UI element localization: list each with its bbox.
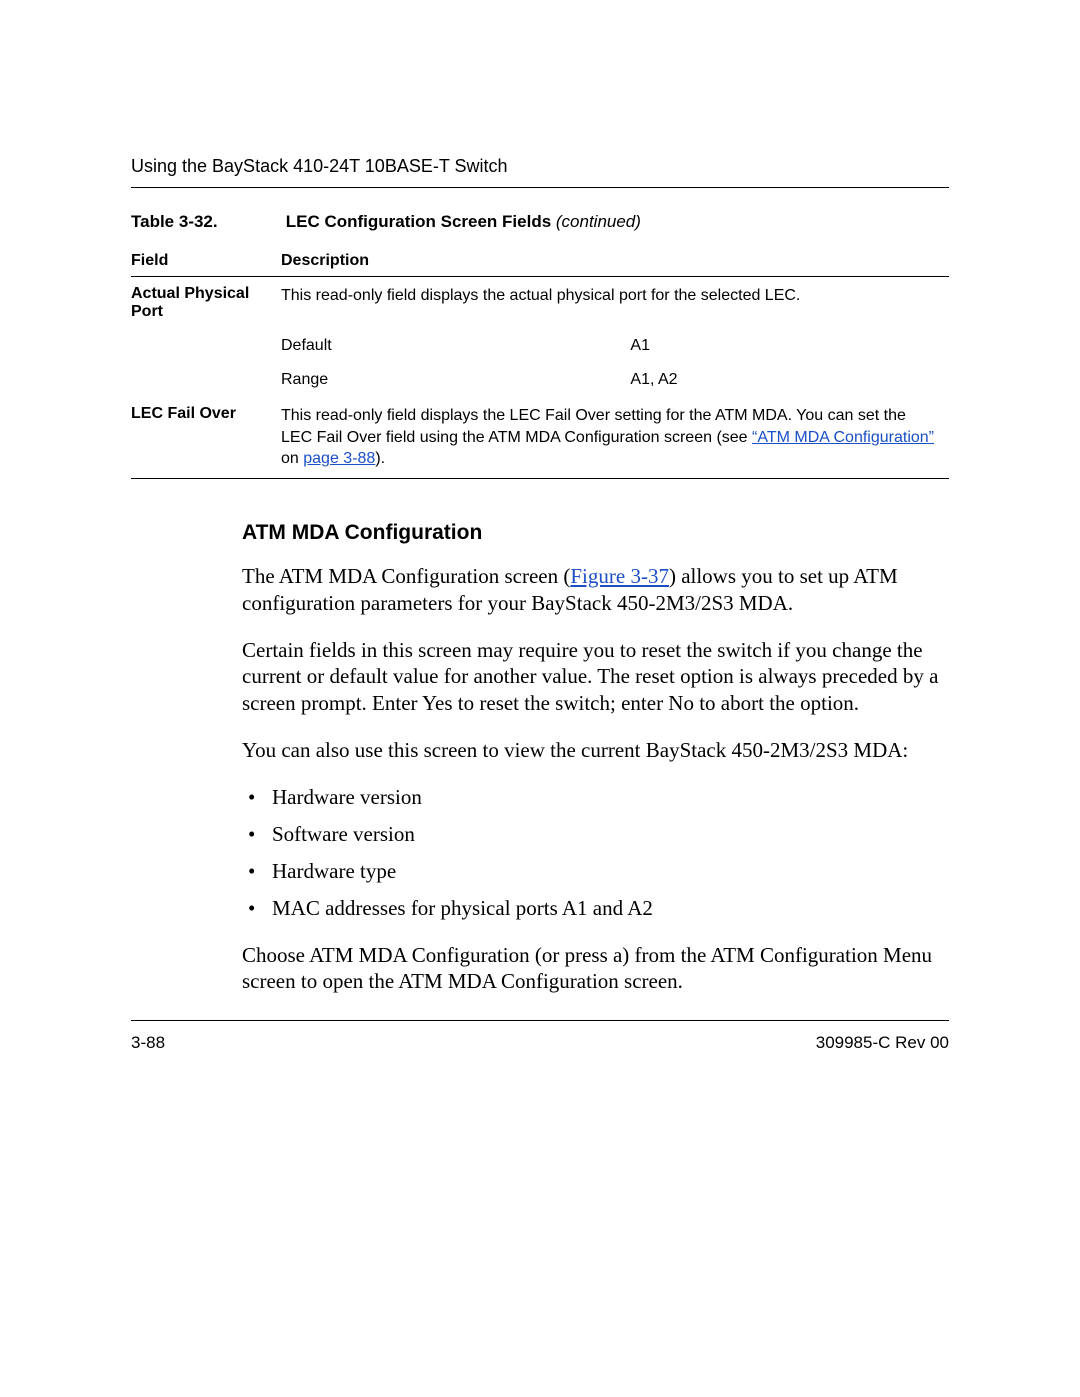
running-header: Using the BayStack 410-24T 10BASE-T Swit… [131, 156, 949, 188]
bullet-list: Hardware version Software version Hardwa… [242, 784, 949, 922]
text: The ATM MDA Configuration screen ( [242, 564, 570, 588]
table-continued: (continued) [556, 212, 641, 231]
paragraph: You can also use this screen to view the… [242, 737, 949, 764]
xref-figure-3-37[interactable]: Figure 3-37 [570, 564, 669, 588]
table-title: LEC Configuration Screen Fields [286, 212, 556, 231]
list-item: Hardware version [242, 784, 949, 811]
empty-cell [131, 329, 281, 363]
section-content: ATM MDA Configuration The ATM MDA Config… [242, 521, 949, 996]
paragraph: Certain fields in this screen may requir… [242, 637, 949, 718]
field-name: Actual Physical Port [131, 277, 281, 330]
list-item: Software version [242, 821, 949, 848]
page-footer: 3-88 309985-C Rev 00 [131, 1020, 949, 1053]
table-row: LEC Fail Over This read-only field displ… [131, 397, 949, 478]
body-text: The ATM MDA Configuration screen (Figure… [242, 563, 949, 996]
table-row: Default A1 [131, 329, 949, 363]
subrow-value: A1, A2 [630, 363, 949, 397]
paragraph: The ATM MDA Configuration screen (Figure… [242, 563, 949, 617]
field-description: This read-only field displays the actual… [281, 277, 949, 330]
table-number: Table 3-32. [131, 212, 281, 232]
field-description: This read-only field displays the LEC Fa… [281, 397, 949, 478]
table-row: Range A1, A2 [131, 363, 949, 397]
subrow-value: A1 [630, 329, 949, 363]
col-header-desc: Description [281, 246, 949, 277]
table-header-row: Field Description [131, 246, 949, 277]
desc-text: on [281, 450, 303, 467]
page-number: 3-88 [131, 1033, 165, 1053]
doc-number: 309985-C Rev 00 [816, 1033, 949, 1053]
table-row: Actual Physical Port This read-only fiel… [131, 277, 949, 330]
subrow-label: Range [281, 363, 630, 397]
footer-row: 3-88 309985-C Rev 00 [131, 1033, 949, 1053]
list-item: MAC addresses for physical ports A1 and … [242, 895, 949, 922]
fields-table: Field Description Actual Physical Port T… [131, 246, 949, 479]
table-caption: Table 3-32. LEC Configuration Screen Fie… [131, 212, 949, 232]
list-item: Hardware type [242, 858, 949, 885]
footer-rule [131, 1020, 949, 1021]
xref-page-3-88[interactable]: page 3-88 [303, 450, 375, 467]
col-header-field: Field [131, 246, 281, 277]
empty-cell [131, 363, 281, 397]
desc-text: ). [375, 450, 385, 467]
section-heading: ATM MDA Configuration [242, 521, 949, 545]
subrow-label: Default [281, 329, 630, 363]
page-content: Using the BayStack 410-24T 10BASE-T Swit… [131, 156, 949, 1015]
xref-atm-mda-config[interactable]: “ATM MDA Configuration” [752, 429, 934, 446]
paragraph: Choose ATM MDA Configuration (or press a… [242, 942, 949, 996]
field-name: LEC Fail Over [131, 397, 281, 478]
